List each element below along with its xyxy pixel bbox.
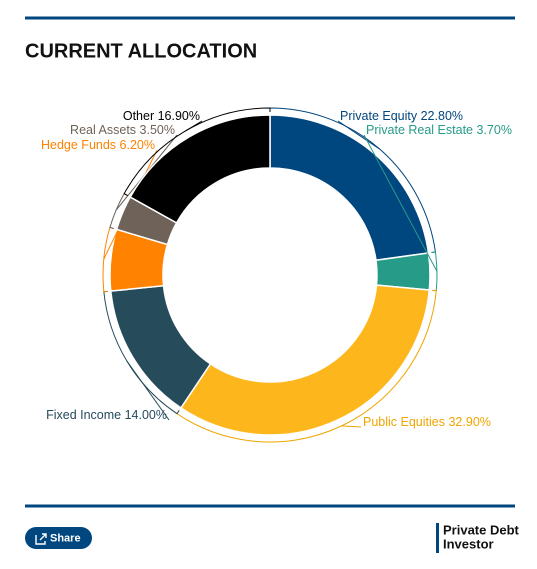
leader-line	[363, 134, 438, 272]
slice-label: Hedge Funds 6.20%	[41, 138, 155, 152]
slice-value-label: 6.20%	[120, 138, 155, 152]
slice	[129, 114, 271, 224]
slice-name: Hedge Funds	[41, 138, 116, 152]
slice-label: Public Equities 32.90%	[363, 415, 491, 429]
slice-label: Real Assets 3.50%	[70, 123, 175, 137]
slice-label: Other 16.90%	[123, 109, 200, 123]
slice-value-label: 3.50%	[140, 123, 175, 137]
slice-name: Private Real Estate	[366, 123, 473, 137]
leader-bracket	[431, 251, 438, 292]
leader-line	[126, 360, 170, 421]
leader-line	[185, 120, 203, 132]
slice-label: Private Real Estate 3.70%	[366, 123, 512, 137]
slice-value-label: 3.70%	[476, 123, 511, 137]
leader-bracket	[176, 289, 437, 443]
slice-name: Real Assets	[70, 123, 136, 137]
slice-label: Private Equity 22.80%	[340, 109, 463, 123]
brand-line: Private Debt	[443, 522, 520, 537]
share-label: Share	[50, 532, 81, 544]
slice	[375, 252, 431, 291]
slice-value-label: 14.00%	[125, 408, 167, 422]
slice-name: Fixed Income	[46, 408, 121, 422]
share-button[interactable]: Share	[25, 527, 92, 549]
brand-bar	[436, 523, 439, 553]
chart-title: CURRENT ALLOCATION	[25, 40, 257, 62]
leader-bracket	[123, 107, 271, 197]
plot: Private Equity 22.80%Private Real Estate…	[41, 107, 512, 443]
slice-name: Public Equities	[363, 415, 445, 429]
share-icon	[35, 533, 47, 545]
leader-line	[341, 425, 362, 428]
slice	[179, 284, 431, 436]
slice-name: Other	[123, 109, 154, 123]
slice-value-label: 22.80%	[421, 109, 463, 123]
slice-value-label: 16.90%	[158, 109, 200, 123]
brand-line: Investor	[443, 536, 494, 551]
leader-line	[337, 120, 380, 150]
slice-label: Fixed Income 14.00%	[46, 408, 167, 422]
slice-name: Private Equity	[340, 109, 418, 123]
slice-value-label: 32.90%	[448, 415, 490, 429]
